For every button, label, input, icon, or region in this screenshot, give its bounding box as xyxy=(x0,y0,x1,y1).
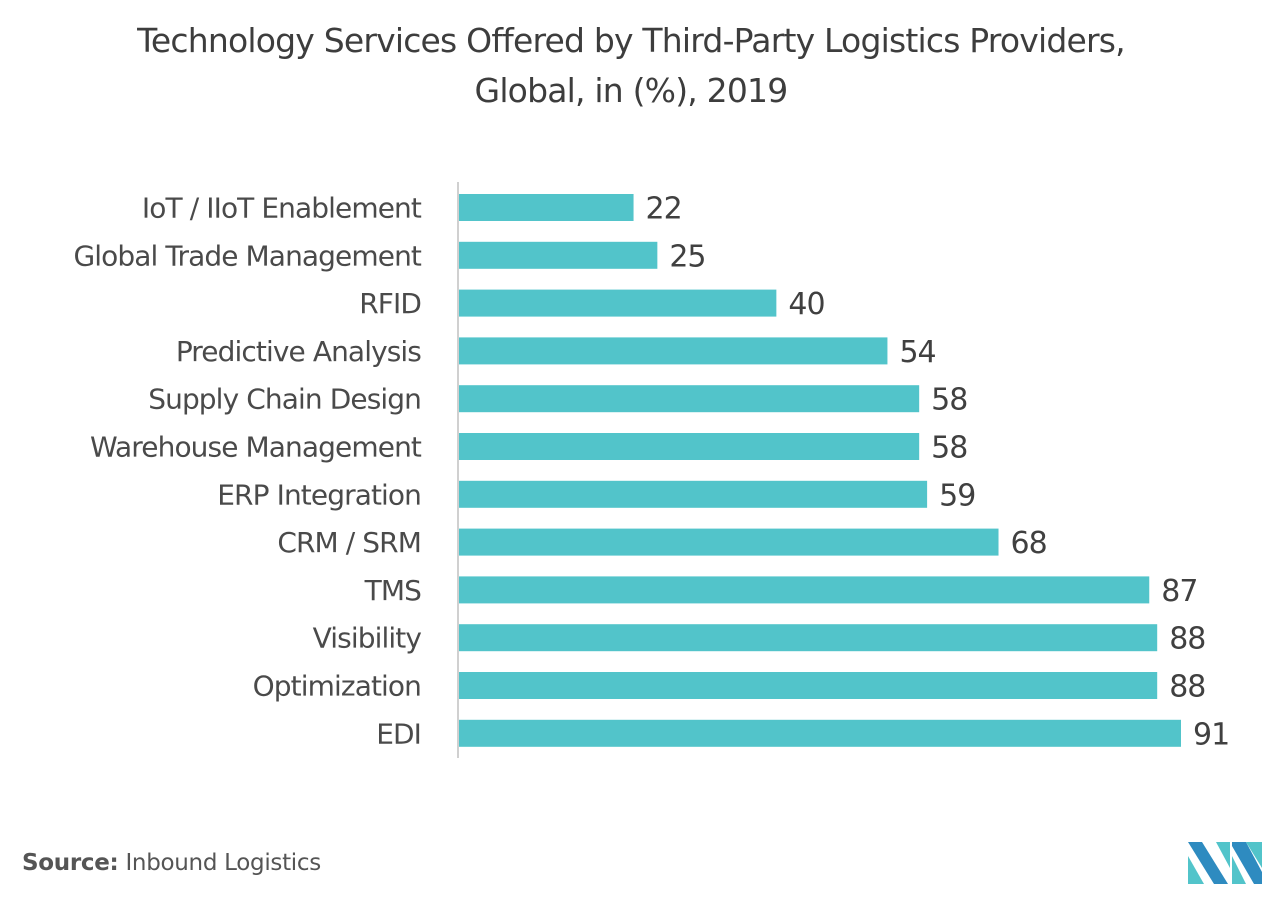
category-label: IoT / IIoT Enablement xyxy=(142,192,422,225)
category-label: Optimization xyxy=(253,670,421,703)
data-label: 91 xyxy=(1193,717,1229,752)
logo-shape-3 xyxy=(1216,842,1230,868)
logo-shape-4 xyxy=(1232,842,1262,884)
chart-title: Technology Services Offered by Third-Par… xyxy=(0,16,1262,116)
bar xyxy=(459,719,1181,747)
bar xyxy=(459,528,999,556)
category-label: TMS xyxy=(364,574,421,607)
category-label: Visibility xyxy=(313,622,422,655)
logo-shape-5 xyxy=(1246,842,1262,868)
category-label: Predictive Analysis xyxy=(176,335,421,368)
category-label: EDI xyxy=(376,717,421,750)
data-label: 59 xyxy=(939,478,975,513)
bar xyxy=(459,194,634,221)
source-text: Inbound Logistics xyxy=(125,850,321,876)
bar xyxy=(459,576,1150,604)
data-label: 88 xyxy=(1169,622,1205,657)
source-note: Source: Inbound Logistics xyxy=(22,850,321,876)
category-label: CRM / SRM xyxy=(277,526,421,559)
chart-title-line-1: Technology Services Offered by Third-Par… xyxy=(137,21,1125,60)
data-label: 58 xyxy=(931,431,967,466)
category-label: RFID xyxy=(359,287,421,320)
data-label: 87 xyxy=(1161,574,1197,609)
bar xyxy=(459,480,928,508)
data-label: 25 xyxy=(669,239,705,274)
bar-chart: IoT / IIoT Enablement 22 Global Trade Mana… xyxy=(73,182,1230,758)
bar xyxy=(459,672,1158,699)
bar xyxy=(459,241,658,269)
bar xyxy=(459,624,1158,652)
data-label: 54 xyxy=(899,335,935,370)
category-label: Warehouse Management xyxy=(90,431,422,464)
data-label: 88 xyxy=(1169,670,1205,705)
source-label: Source: xyxy=(22,850,119,876)
data-label: 68 xyxy=(1011,526,1047,561)
bar xyxy=(459,289,777,317)
logo-shape-6 xyxy=(1232,856,1246,884)
bar xyxy=(459,433,920,460)
category-label: Supply Chain Design xyxy=(148,383,421,416)
category-label: Global Trade Management xyxy=(73,239,421,272)
data-label: 22 xyxy=(646,192,682,227)
chart-title-line-2: Global, in (%), 2019 xyxy=(474,71,789,110)
brand-logo-icon xyxy=(1188,842,1262,884)
data-label: 40 xyxy=(788,287,824,322)
data-label: 58 xyxy=(931,383,967,418)
logo-shape-1 xyxy=(1188,842,1228,884)
bar xyxy=(459,337,888,365)
category-label: ERP Integration xyxy=(217,478,421,511)
bar xyxy=(459,385,920,413)
logo-shape-2 xyxy=(1188,856,1204,884)
